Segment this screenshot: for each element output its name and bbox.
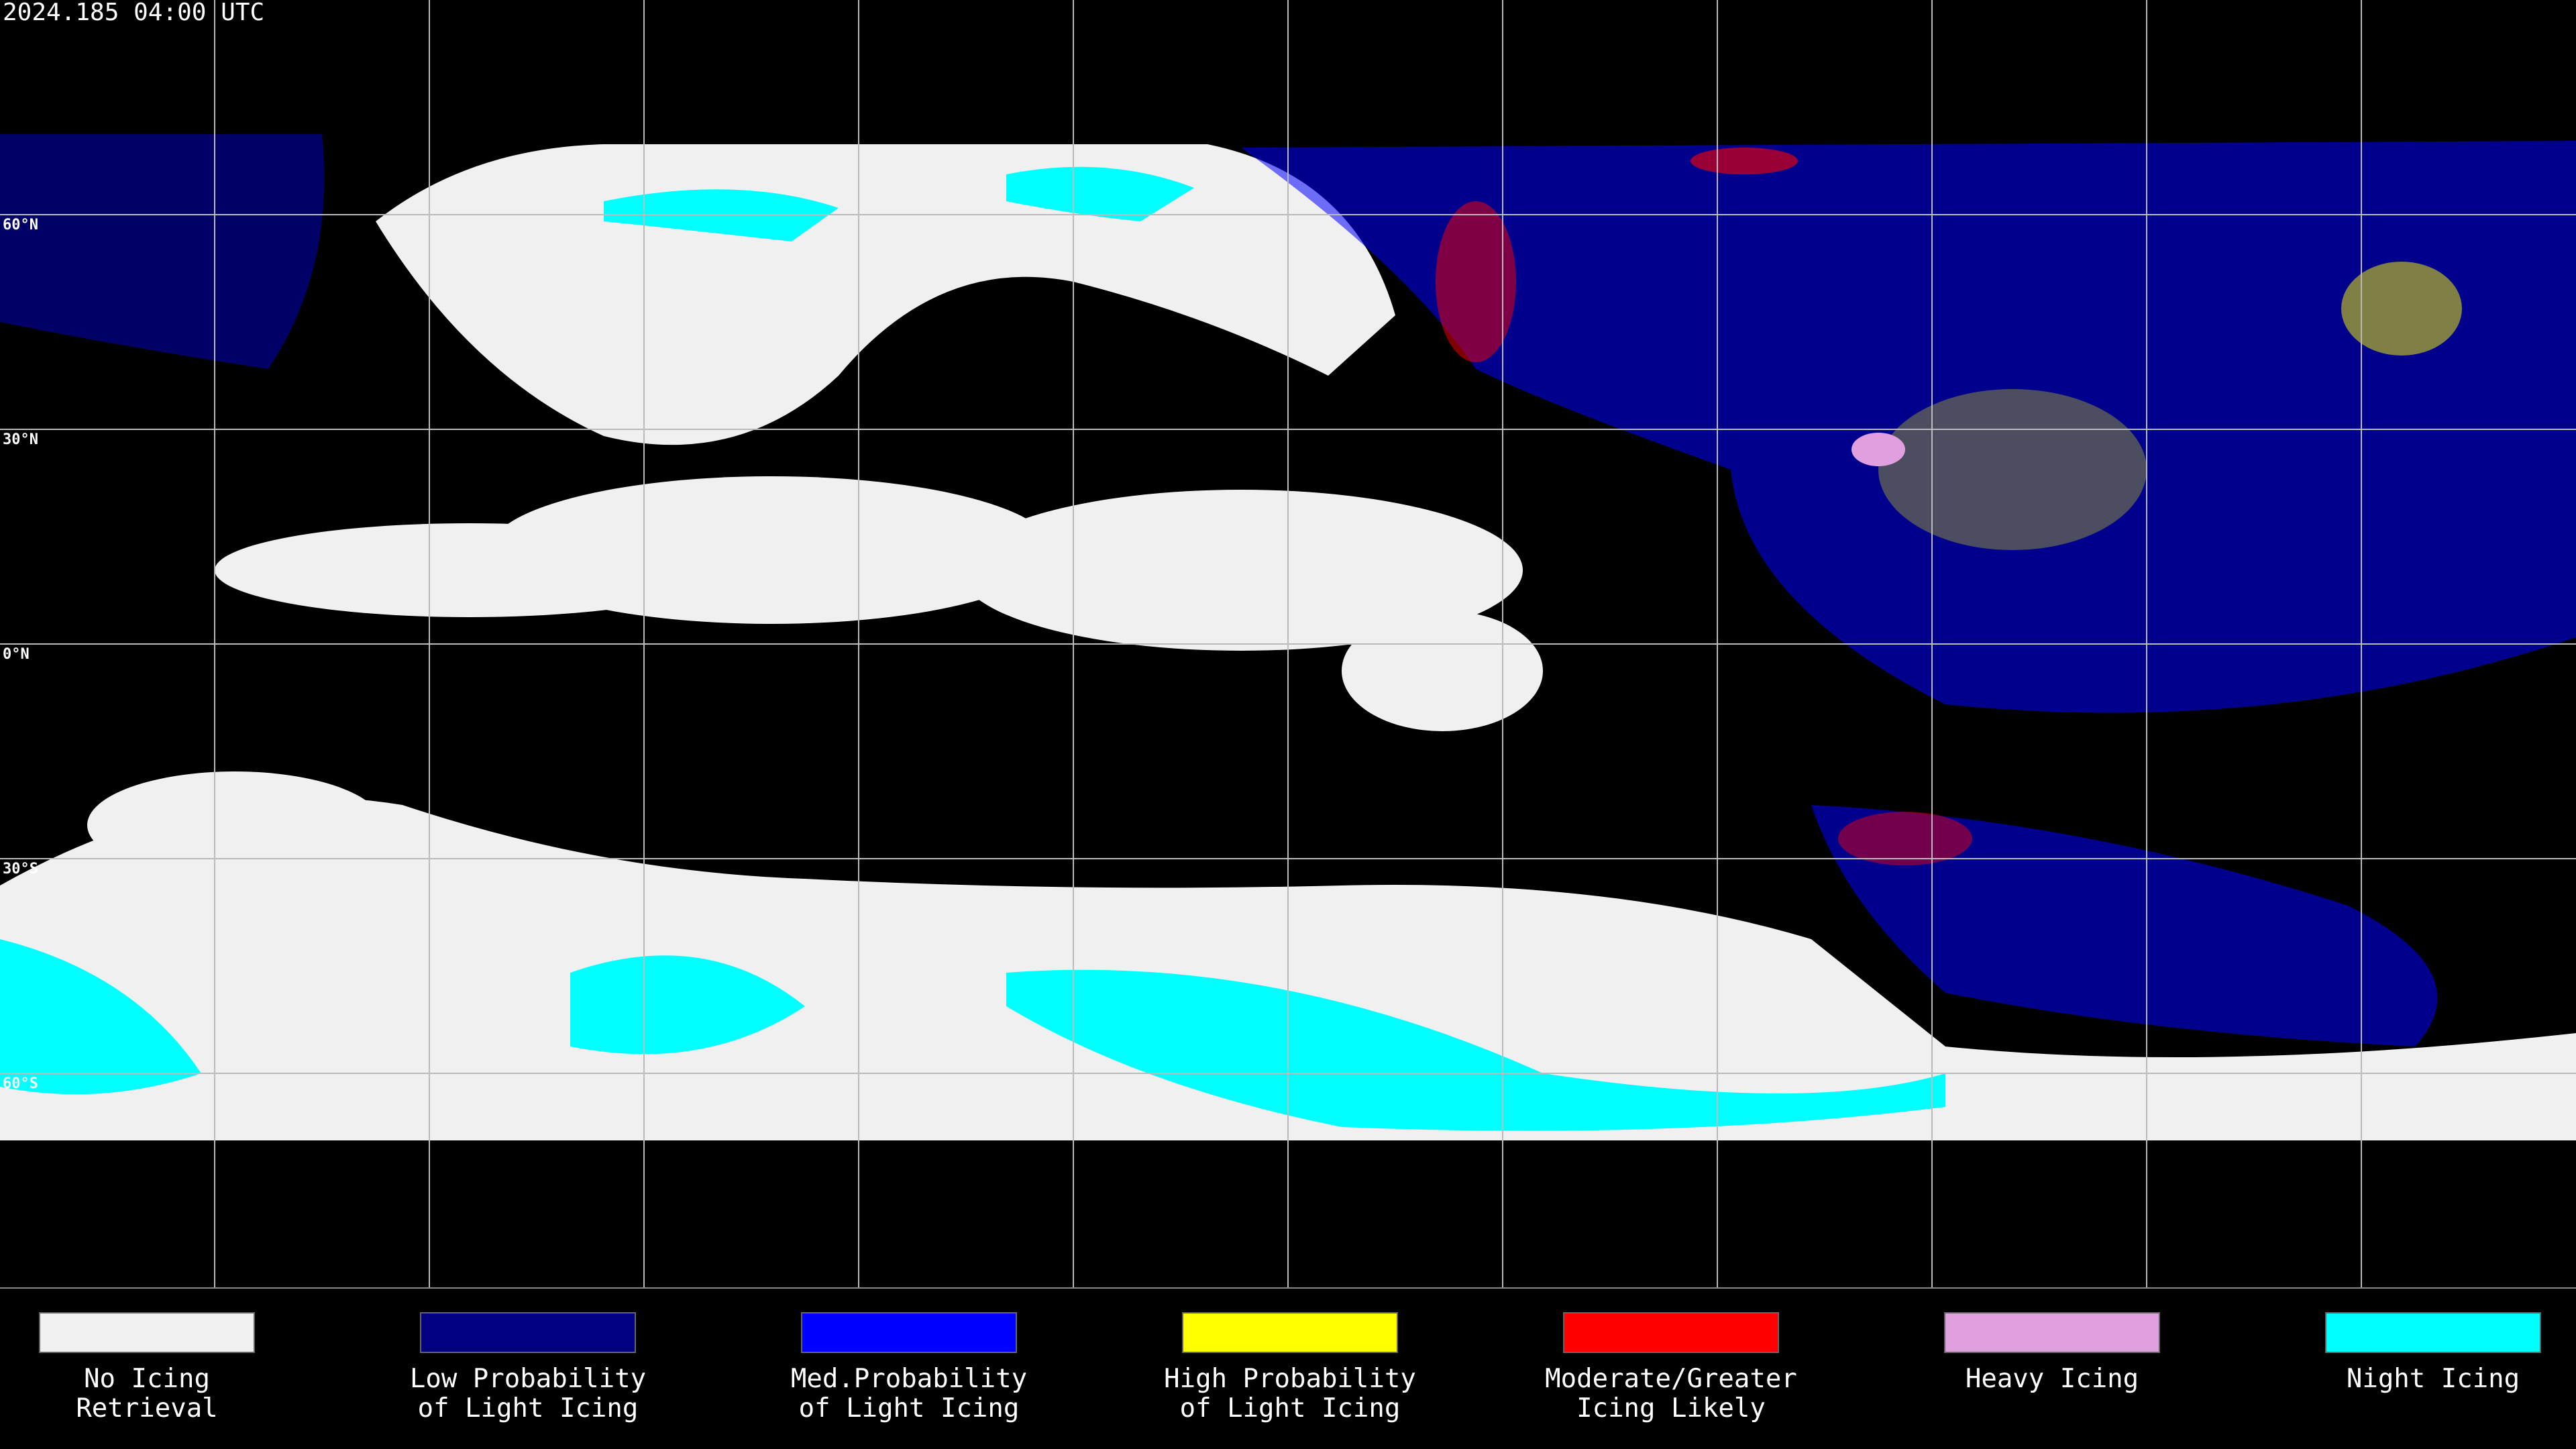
legend-label: No Icing — [84, 1364, 210, 1394]
legend-label: of Light Icing — [799, 1393, 1020, 1424]
legend-label: of Light Icing — [1180, 1393, 1401, 1424]
icing — [1838, 812, 1972, 865]
cloud — [1342, 610, 1543, 731]
latitude-label: 30°N — [3, 431, 38, 448]
cloud — [604, 189, 839, 241]
timestamp: 2024.185 04:00 UTC — [3, 0, 264, 26]
legend-swatch — [1563, 1312, 1779, 1353]
cloud — [959, 490, 1523, 651]
icing — [1436, 201, 1516, 362]
cloud — [570, 955, 805, 1055]
cloud — [215, 523, 724, 617]
latitude-label: 30°S — [3, 861, 38, 877]
icing — [0, 134, 325, 369]
legend-label: Icing Likely — [1576, 1393, 1766, 1424]
cloud — [1006, 969, 1945, 1131]
icing — [1811, 805, 2438, 1046]
cloud — [1006, 166, 1194, 221]
icing — [1851, 433, 1905, 466]
latitude-label: 60°S — [3, 1075, 38, 1092]
legend-swatch — [39, 1312, 255, 1353]
legend-label: Med.Probability — [791, 1364, 1027, 1394]
legend-swatch — [420, 1312, 636, 1353]
legend-label: Night Icing — [2347, 1364, 2520, 1394]
icing — [1241, 141, 2576, 713]
graticule — [0, 0, 2576, 1289]
icing — [2341, 262, 2462, 356]
legend-label: Low Probability — [410, 1364, 646, 1394]
latitude-label: 0°N — [3, 646, 30, 663]
legend-label: Heavy Icing — [1966, 1364, 2139, 1394]
icing — [1690, 148, 1798, 174]
legend-swatch — [2325, 1312, 2541, 1353]
cloud — [0, 939, 201, 1095]
latitude-label: 60°N — [3, 217, 38, 233]
legend-label: of Light Icing — [418, 1393, 639, 1424]
legend-label: Moderate/Greater — [1545, 1364, 1797, 1394]
legend-swatch — [1944, 1312, 2160, 1353]
icing — [1878, 389, 2147, 550]
legend-label: High Probability — [1164, 1364, 1416, 1394]
cloud — [87, 771, 382, 879]
legend-label: Retrieval — [76, 1393, 217, 1424]
legend-swatch — [1182, 1312, 1398, 1353]
legend-swatch — [801, 1312, 1017, 1353]
